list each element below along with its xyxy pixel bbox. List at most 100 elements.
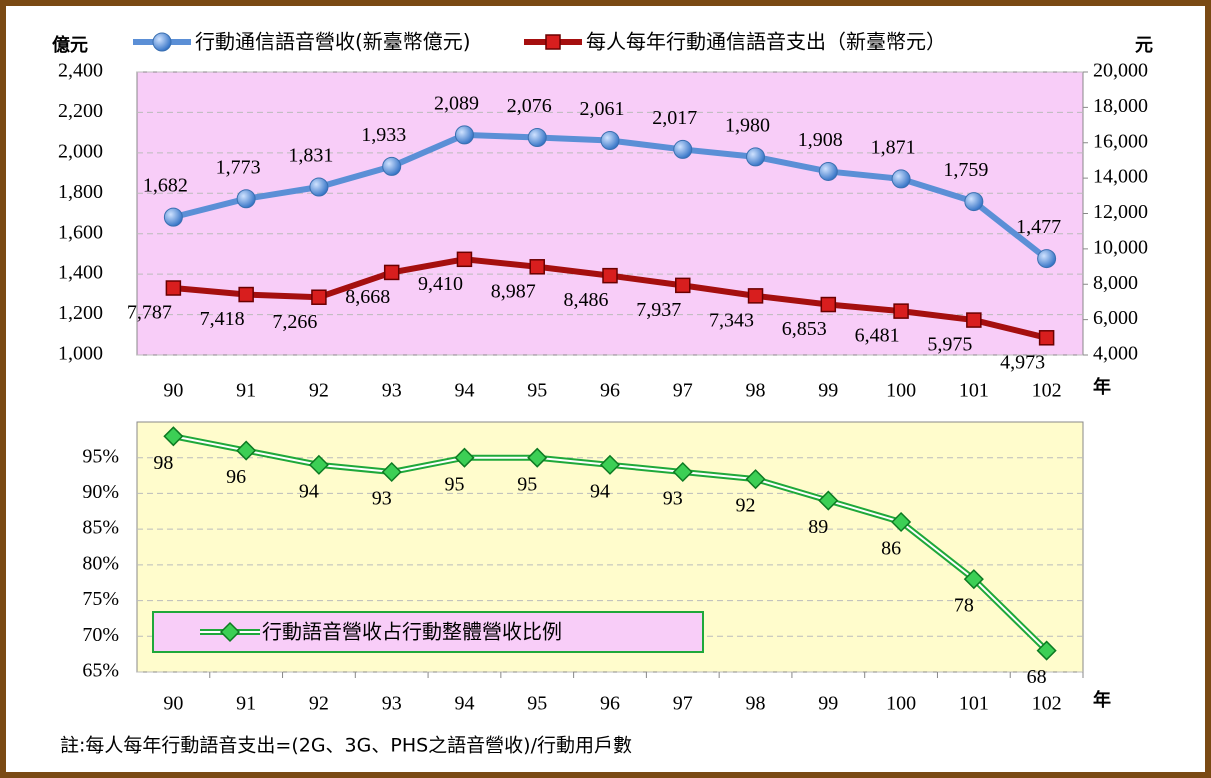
data-label: 1,980 [725,114,770,136]
x-tick-label: 100 [886,380,916,402]
data-label: 8,668 [345,286,390,308]
marker [745,469,766,490]
marker [152,32,172,52]
data-label: 95 [517,473,537,495]
marker [891,511,912,533]
marker [454,125,474,145]
marker [893,303,909,319]
y-tick-label: 90% [82,481,119,503]
marker [527,447,548,468]
data-label: 1,871 [871,137,916,159]
y2-tick-label: 4,000 [1093,343,1138,365]
y-tick-label: 2,000 [58,140,103,162]
x-tick-label: 90 [163,380,183,402]
y2-tick-label: 14,000 [1093,166,1148,188]
marker [311,289,327,305]
data-label: 2,076 [507,95,552,117]
marker [545,34,561,50]
data-label: 2,089 [434,92,479,114]
data-label: 8,987 [491,280,536,302]
marker [964,192,984,212]
legend-label: 每人每年行動通信語音支出（新臺幣元） [586,30,946,54]
note: 註:每人每年行動語音支出=(2G、3G、PHS之語音營收)/行動用戶數 [60,735,632,757]
data-label: 94 [590,480,610,502]
marker [818,490,839,511]
marker [1037,249,1057,269]
marker [818,161,838,181]
marker [820,296,837,313]
data-label: 1,759 [943,159,988,181]
data-label: 94 [299,480,319,502]
data-label: 6,853 [782,318,827,340]
marker [308,454,329,475]
data-label: 7,343 [709,309,754,331]
x-tick-label: 93 [382,380,402,402]
data-label: 68 [1027,666,1047,688]
y2-tick-label: 18,000 [1093,95,1148,117]
y2-tick-label: 12,000 [1093,201,1148,223]
marker [236,440,257,461]
data-label: 4,973 [1000,351,1045,373]
data-label: 92 [736,495,756,517]
data-label: 6,481 [855,325,900,347]
legend-label: 行動通信語音營收(新臺幣億元) [195,30,471,54]
marker [309,177,329,197]
x-tick-label: 96 [600,693,620,715]
marker [1036,640,1057,661]
x-tick-label: 97 [673,380,693,402]
data-label: 8,486 [564,289,609,311]
marker [236,189,256,209]
marker [456,251,473,268]
marker [963,569,984,590]
y-tick-label: 70% [82,624,119,646]
y-tick-label: 1,400 [58,262,103,284]
marker [527,127,547,147]
x-tick-label: 94 [454,693,474,715]
marker [675,277,691,294]
marker [747,288,764,304]
x-tick-label: 98 [746,693,766,715]
data-label: 89 [808,516,828,538]
marker [219,621,241,643]
marker [746,147,766,167]
x-tick-label: 96 [600,380,620,402]
data-label: 1,682 [143,175,188,197]
data-label: 7,418 [200,308,245,330]
x-tick-label: 93 [382,693,402,715]
marker [891,169,911,189]
x-tick-label: 102 [1032,380,1062,402]
marker [163,207,183,227]
data-label: 5,975 [927,334,972,356]
x-tick-label: 92 [309,693,329,715]
marker [602,267,618,284]
y-tick-label: 80% [82,552,119,574]
data-label: 95 [444,473,464,495]
data-label: 98 [153,452,173,474]
data-label: 2,017 [652,107,697,129]
marker [966,312,982,328]
y2-tick-label: 16,000 [1093,130,1148,152]
y-tick-label: 1,000 [58,343,103,365]
data-label: 1,908 [798,129,843,151]
data-label: 93 [663,488,683,510]
y-tick-label: 1,800 [58,181,103,203]
marker [165,280,182,296]
y2-tick-label: 8,000 [1093,272,1138,294]
marker [600,131,620,151]
data-label: 86 [881,538,901,560]
marker [163,426,184,447]
legend-label: 行動語音營收占行動整體營收比例 [262,620,562,644]
x-tick-label: 99 [818,380,838,402]
marker [454,447,475,468]
data-label: 1,933 [361,124,406,146]
data-label: 1,477 [1016,216,1061,238]
data-label: 1,831 [288,145,333,167]
x-tick-label: 100 [886,693,916,715]
marker [672,461,693,483]
x-tick-label: 97 [673,693,693,715]
x-tick-label: 91 [236,693,256,715]
x-tick-label: 92 [309,380,329,402]
marker [673,139,693,159]
plot-area [136,71,1084,356]
